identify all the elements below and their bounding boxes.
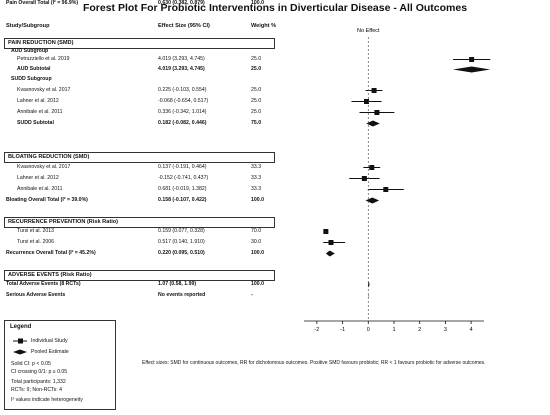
legend-note: Solid CI: p < 0.05 xyxy=(11,361,51,367)
row-effect-size: 0.336 (-0.342, 1.014) xyxy=(158,109,207,115)
row-weight: 100.0 xyxy=(251,281,264,287)
row-label: Kvasnovsky et al. 2017 xyxy=(17,87,71,93)
section-header: PAIN REDUCTION (SMD) xyxy=(4,38,275,49)
x-tick-label: 0 xyxy=(367,327,370,333)
row-label: Serious Adverse Events xyxy=(6,292,66,298)
study-point xyxy=(369,165,375,170)
study-point xyxy=(469,57,475,62)
legend-pooled-diamond xyxy=(13,349,27,355)
study-point xyxy=(364,99,370,104)
section-header: ADVERSE EVENTS (Risk Ratio) xyxy=(4,270,275,281)
pooled-diamond xyxy=(325,250,335,257)
row-effect-size: 0.182 (-0.082, 0.446) xyxy=(158,120,207,126)
row-label: SUDD Subgroup xyxy=(11,76,52,82)
study-point xyxy=(323,229,329,234)
column-header-weight: Weight % xyxy=(251,23,277,29)
row-weight: 25.0 xyxy=(251,66,262,72)
column-header-study: Study/Subgroup xyxy=(6,23,50,29)
row-weight: 33.3 xyxy=(251,175,262,181)
pooled-diamond xyxy=(366,120,380,127)
legend-study-square xyxy=(18,338,23,344)
pooled-diamond xyxy=(365,197,380,204)
row-weight: 30.0 xyxy=(251,239,262,245)
section-header: BLOATING REDUCTION (SMD) xyxy=(4,152,275,163)
chart-title: Forest Plot For Probiotic Interventions … xyxy=(82,2,468,14)
pooled-diamond xyxy=(452,66,491,73)
legend-note: Total participants: 1,332 xyxy=(11,379,66,385)
footnote: Effect sizes: SMD for continuous outcome… xyxy=(142,360,486,366)
row-effect-size: 0.137 (-0.191, 0.464) xyxy=(158,164,207,170)
x-tick-label: -1 xyxy=(340,327,345,333)
row-weight: 25.0 xyxy=(251,98,262,104)
row-label: SUDD Subtotal xyxy=(17,120,54,126)
row-effect-size: 0.220 (0.095, 0.510) xyxy=(158,250,205,256)
row-effect-size: 0.681 (-0.019, 1.382) xyxy=(158,186,207,192)
row-effect-size: -0.152 (-0.741, 0.437) xyxy=(158,175,209,181)
x-tick-label: 1 xyxy=(392,327,395,333)
study-point xyxy=(371,88,377,93)
row-effect-size: 0.159 (0.077, 0.328) xyxy=(158,228,205,234)
row-effect-size: 4.019 (3.293, 4.745) xyxy=(158,66,205,72)
legend-item-pooled: Pooled Estimate xyxy=(31,349,69,355)
legend-note: I² values indicate heterogeneity xyxy=(11,397,83,403)
row-weight: - xyxy=(251,292,253,298)
row-label: Annibale et al. 2011 xyxy=(17,109,63,115)
row-weight: 70.0 xyxy=(251,228,262,234)
row-label: Annibale et al. 2011 xyxy=(17,186,63,192)
row-label: Bloating Overall Total (I² = 39.0%) xyxy=(6,197,88,203)
section-label: RECURRENCE PREVENTION (Risk Ratio) xyxy=(8,219,119,225)
row-weight: 100.0 xyxy=(251,197,264,203)
row-label: Total Adverse Events (8 RCTs) xyxy=(6,281,81,287)
legend-note: CI crossing 0/1: p ≥ 0.05 xyxy=(11,369,68,375)
row-effect-size: 0.225 (-0.103, 0.554) xyxy=(158,87,207,93)
study-point xyxy=(328,240,334,245)
null-effect-label: No Effect xyxy=(357,28,380,34)
row-effect-size: No events reported xyxy=(158,292,206,298)
legend-symbols xyxy=(13,338,27,355)
column-header-effect: Effect Size (95% CI) xyxy=(158,23,210,29)
row-weight: 25.0 xyxy=(251,109,262,115)
row-weight: 33.3 xyxy=(251,164,262,170)
row-weight: 25.0 xyxy=(251,56,262,62)
row-effect-size: 1.07 (0.58, 1.99) xyxy=(158,281,197,287)
row-label: AUD Subgroup xyxy=(11,48,49,54)
section-label: PAIN REDUCTION (SMD) xyxy=(8,40,74,46)
row-label: AUD Subtotal xyxy=(17,66,51,72)
study-point xyxy=(383,187,389,192)
x-tick-label: 4 xyxy=(470,327,473,333)
legend-title: Legend xyxy=(10,324,32,330)
legend-item-individual: Individual Study xyxy=(31,338,68,344)
legend-box: Legend Individual Study Pooled Estimate … xyxy=(4,320,116,410)
row-label: Tursi et al. 2013 xyxy=(17,228,55,234)
row-label: Kvasnovsky et al. 2017 xyxy=(17,164,71,170)
section-header: RECURRENCE PREVENTION (Risk Ratio) xyxy=(4,217,275,228)
row-effect-size: 0.517 (0.140, 1.910) xyxy=(158,239,205,245)
row-weight: 75.0 xyxy=(251,120,262,126)
row-effect-size: 0.158 (-0.107, 0.422) xyxy=(158,197,207,203)
row-label: Lahner et al. 2012 xyxy=(17,175,59,181)
row-label: Pain Overall Total (I² = 96.9%) xyxy=(6,0,79,6)
x-tick-label: 3 xyxy=(444,327,447,333)
row-label: Recurrence Overall Total (I² = 45.2%) xyxy=(6,250,96,256)
study-point xyxy=(374,110,380,115)
row-label: Petruzziello et al. 2019 xyxy=(17,56,70,62)
row-weight: 33.3 xyxy=(251,186,262,192)
legend-note: RCTs: 9; Non-RCTs: 4 xyxy=(11,387,63,393)
study-point xyxy=(361,176,367,181)
x-tick-label: 2 xyxy=(418,327,421,333)
row-weight: 100.0 xyxy=(251,250,264,256)
row-weight: 25.0 xyxy=(251,87,262,93)
section-label: BLOATING REDUCTION (SMD) xyxy=(8,154,90,160)
row-effect-size: 4.019 (3.293, 4.745) xyxy=(158,56,205,62)
row-label: Lahner et al. 2012 xyxy=(17,98,59,104)
row-label: Tursi et al. 2006 xyxy=(17,239,55,245)
row-weight: 100.0 xyxy=(251,0,264,6)
section-label: ADVERSE EVENTS (Risk Ratio) xyxy=(8,272,92,278)
row-effect-size: 0.630 (0.382, 0.879) xyxy=(158,0,205,6)
x-tick-label: -2 xyxy=(314,327,319,333)
row-effect-size: -0.068 (-0.654, 0.517) xyxy=(158,98,209,104)
